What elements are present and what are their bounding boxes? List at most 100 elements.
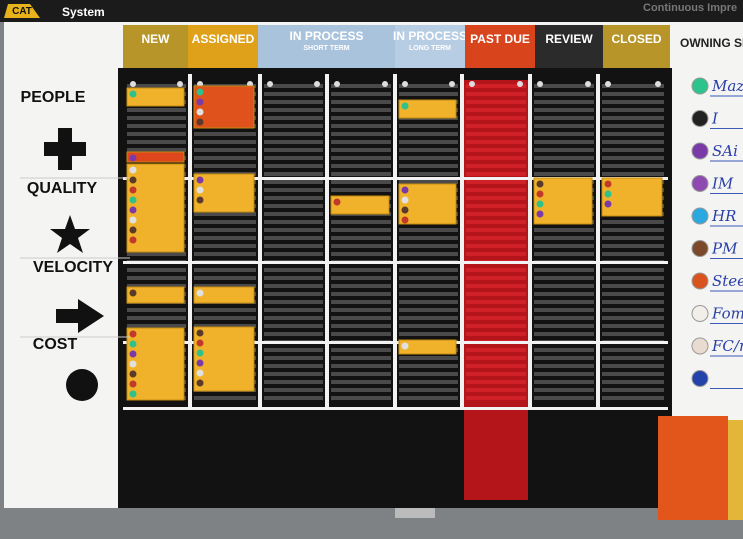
column-divider <box>258 74 262 410</box>
card-holder <box>728 420 743 520</box>
owners-title: OWNING SI <box>680 36 743 50</box>
slot <box>534 284 594 288</box>
slot <box>264 156 323 160</box>
slot <box>534 84 594 88</box>
slot <box>399 268 458 272</box>
slot <box>602 324 664 328</box>
slot <box>534 140 594 144</box>
slot <box>194 164 256 168</box>
row-label: QUALITY <box>27 180 98 197</box>
slot <box>264 92 323 96</box>
slot <box>264 372 323 376</box>
owner-dot <box>129 370 137 378</box>
owner-dot <box>691 337 709 355</box>
owner-name: Fom/L <box>711 305 743 323</box>
task-card <box>193 85 255 129</box>
slot <box>534 268 594 272</box>
task-card <box>533 177 593 225</box>
slot <box>264 396 323 400</box>
slot <box>331 252 391 256</box>
owner-dot <box>691 305 709 322</box>
owner-dot <box>196 98 204 106</box>
top-banner <box>0 0 743 22</box>
owner-name: Steeri <box>712 272 743 290</box>
slot <box>466 252 526 256</box>
slot <box>127 116 186 120</box>
slot <box>331 164 391 168</box>
slot <box>399 380 458 384</box>
slot <box>466 108 526 112</box>
slot <box>466 388 526 392</box>
slot <box>127 252 186 256</box>
slot <box>602 380 664 384</box>
slot <box>331 108 391 112</box>
slot <box>331 292 391 296</box>
logo: CAT <box>12 6 32 17</box>
owner-dot <box>196 118 204 126</box>
column-title: NEW <box>142 32 171 46</box>
slot <box>264 132 323 136</box>
star-icon <box>50 215 90 253</box>
slot <box>194 220 256 224</box>
slot <box>466 364 526 368</box>
slot <box>264 268 323 272</box>
slot <box>264 388 323 392</box>
owner-dot <box>536 180 544 188</box>
owner-dot <box>129 350 137 358</box>
slot <box>331 172 391 176</box>
peg <box>402 81 408 87</box>
slot <box>194 308 256 312</box>
slot <box>331 300 391 304</box>
slot <box>331 396 391 400</box>
slot <box>264 180 323 184</box>
task-card <box>330 195 390 215</box>
slot <box>331 92 391 96</box>
owner-dot <box>604 200 612 208</box>
slot <box>602 332 664 336</box>
slot <box>264 140 323 144</box>
slot <box>264 252 323 256</box>
slot <box>534 372 594 376</box>
owner-dot <box>129 206 137 214</box>
column-header <box>603 25 670 68</box>
owner-dot <box>196 359 204 367</box>
slot <box>264 220 323 224</box>
slot <box>534 316 594 320</box>
slot <box>534 332 594 336</box>
slot <box>127 308 186 312</box>
slot <box>331 100 391 104</box>
slot <box>264 332 323 336</box>
slot <box>399 316 458 320</box>
slot <box>399 132 458 136</box>
task-card <box>398 183 457 225</box>
slot <box>264 116 323 120</box>
slot <box>602 348 664 352</box>
slot <box>534 132 594 136</box>
slot <box>602 100 664 104</box>
slot <box>534 172 594 176</box>
slot <box>466 396 526 400</box>
slot <box>466 100 526 104</box>
task-card <box>398 99 457 119</box>
slot <box>331 364 391 368</box>
owner-dot <box>536 190 544 198</box>
slot <box>264 284 323 288</box>
peg <box>130 81 136 87</box>
slot <box>264 204 323 208</box>
slot <box>399 244 458 248</box>
slot <box>127 324 186 328</box>
peg <box>177 81 183 87</box>
owner-dot <box>401 216 409 224</box>
slot <box>331 244 391 248</box>
owner-dot <box>129 176 137 184</box>
owner-dot <box>536 200 544 208</box>
slot <box>399 356 458 360</box>
tray <box>395 508 435 518</box>
slot <box>602 244 664 248</box>
slot <box>534 308 594 312</box>
owner-name: IM <box>711 175 734 193</box>
slot <box>534 364 594 368</box>
task-card <box>193 286 255 304</box>
task-card <box>193 173 255 213</box>
